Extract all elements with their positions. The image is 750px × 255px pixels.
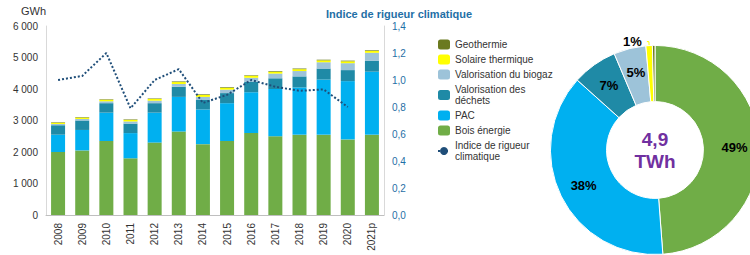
svg-text:déchets: déchets — [455, 95, 490, 106]
svg-text:climatique: climatique — [455, 151, 500, 162]
svg-text:Geothermie: Geothermie — [455, 39, 508, 50]
svg-text:0,0: 0,0 — [392, 210, 406, 221]
svg-text:2011: 2011 — [125, 223, 136, 245]
svg-text:2010: 2010 — [101, 223, 112, 246]
svg-text:2 000: 2 000 — [13, 147, 38, 158]
svg-text:2017: 2017 — [270, 223, 281, 246]
svg-text:Valorisation du biogaz: Valorisation du biogaz — [455, 69, 553, 80]
svg-text:1 000: 1 000 — [13, 178, 38, 189]
svg-text:2021p: 2021p — [366, 223, 377, 251]
svg-text:0,6: 0,6 — [392, 129, 406, 140]
svg-text:2013: 2013 — [173, 223, 184, 246]
svg-text:38%: 38% — [571, 178, 597, 193]
svg-text:3 000: 3 000 — [13, 115, 38, 126]
svg-text:4,9: 4,9 — [642, 129, 668, 150]
svg-text:5%: 5% — [626, 65, 645, 80]
svg-text:Solaire thermique: Solaire thermique — [455, 54, 534, 65]
svg-text:0: 0 — [32, 210, 38, 221]
svg-text:2012: 2012 — [149, 223, 160, 246]
svg-text:Indice de rigueur climatique: Indice de rigueur climatique — [326, 8, 472, 20]
svg-text:2008: 2008 — [53, 223, 64, 246]
svg-text:0,2: 0,2 — [392, 183, 406, 194]
svg-text:Bois énergie: Bois énergie — [455, 125, 511, 136]
svg-text:2020: 2020 — [342, 223, 353, 246]
svg-text:2015: 2015 — [222, 223, 233, 246]
svg-text:TWh: TWh — [634, 151, 675, 172]
svg-text:4 000: 4 000 — [13, 84, 38, 95]
svg-text:6 000: 6 000 — [13, 21, 38, 32]
svg-text:2014: 2014 — [197, 223, 208, 246]
svg-text:49%: 49% — [721, 140, 747, 155]
svg-text:2016: 2016 — [246, 223, 257, 246]
svg-text:1,4: 1,4 — [392, 21, 406, 32]
svg-text:2009: 2009 — [77, 223, 88, 246]
svg-text:Valorisation des: Valorisation des — [455, 84, 528, 95]
svg-text:GWh: GWh — [21, 5, 46, 17]
svg-text:7%: 7% — [599, 78, 618, 93]
svg-text:1%: 1% — [623, 34, 642, 49]
svg-text:0,4: 0,4 — [392, 156, 406, 167]
svg-text:PAC: PAC — [455, 110, 475, 121]
svg-text:0,8: 0,8 — [392, 102, 406, 113]
svg-text:Indice de rigueur: Indice de rigueur — [455, 140, 532, 151]
svg-text:1,2: 1,2 — [392, 48, 406, 59]
svg-text:5 000: 5 000 — [13, 52, 38, 63]
svg-text:2018: 2018 — [294, 223, 305, 246]
svg-text:1,0: 1,0 — [392, 75, 406, 86]
svg-text:2019: 2019 — [318, 223, 329, 246]
